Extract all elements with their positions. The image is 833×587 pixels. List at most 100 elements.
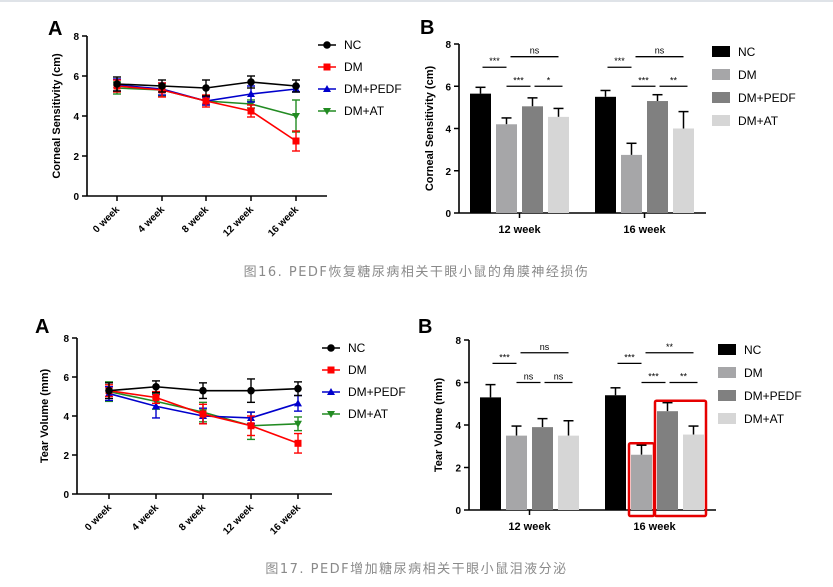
legend-label: DM+AT [738, 114, 779, 128]
legend-item: DM [322, 363, 367, 377]
triangle-down-marker [294, 420, 302, 428]
series-nc [105, 378, 302, 404]
bar-dm-pedf [522, 106, 543, 213]
bar-dm-pedf [647, 101, 668, 213]
legend-item: NC [718, 343, 762, 357]
y-tick-label: 6 [63, 373, 69, 384]
square-marker [247, 107, 255, 115]
bar-dm-at [558, 435, 579, 510]
legend-swatch [712, 69, 730, 80]
circle-marker [323, 41, 331, 49]
circle-marker [202, 84, 210, 92]
y-tick-label: 4 [63, 412, 69, 423]
line-chart-fig17A: 0 2 4 6 8 A Tear Volume (mm) 0 week 4 week 8 week… [35, 316, 406, 537]
square-marker [294, 439, 302, 447]
bar-dm-pedf [657, 411, 678, 510]
y-tick-label: 2 [63, 451, 69, 462]
x-tick-label: 0 week [91, 204, 122, 235]
legend-item: NC [322, 341, 366, 355]
panel-label: B [418, 316, 432, 338]
significance-label: * [547, 75, 551, 85]
x-tick-label: 12 week [221, 204, 256, 239]
significance-label: *** [489, 56, 500, 66]
legend-swatch [718, 367, 736, 378]
series-nc [113, 75, 300, 97]
legend-label: DM+PEDF [344, 82, 402, 96]
circle-marker [158, 82, 166, 90]
triangle-up-marker [323, 85, 331, 92]
bar-nc [470, 93, 491, 213]
significance-label: ** [680, 372, 688, 382]
significance-label: *** [499, 352, 510, 362]
circle-marker [152, 382, 160, 391]
x-tick-label: 0 week [83, 502, 114, 533]
legend-label: DM [738, 68, 757, 82]
y-axis-label: Corneal Sensitivity (cm) [424, 66, 436, 192]
legend-item: DM [318, 60, 363, 74]
y-tick-label: 4 [445, 125, 451, 136]
circle-marker [294, 384, 302, 393]
legend-item: DM+AT [318, 104, 385, 118]
significance-label: ns [554, 372, 564, 382]
significance-label: ns [540, 342, 550, 352]
square-marker [247, 422, 255, 430]
line-chart-fig16A: 0 2 4 6 8A Corneal Sensitivity (cm) 0 week 4 we… [48, 18, 402, 239]
legend-label: DM [744, 366, 763, 380]
bar-dm [496, 124, 517, 213]
triangle-down-marker [327, 411, 335, 418]
y-tick-label: 6 [73, 72, 79, 83]
y-tick-label: 8 [73, 32, 79, 43]
bar-dm-pedf [532, 427, 553, 510]
y-tick-label: 6 [445, 82, 451, 93]
legend-item: DM+PEDF [712, 91, 796, 105]
top-border [0, 0, 833, 2]
significance-label: *** [624, 352, 635, 362]
y-tick-label: 6 [455, 379, 461, 390]
x-tick-label: 16 week [623, 224, 666, 236]
bar-dm-at [673, 128, 694, 213]
y-tick-label: 0 [455, 506, 461, 517]
bar-nc [605, 395, 626, 510]
y-tick-label: 2 [455, 464, 461, 475]
triangle-down-marker [292, 113, 300, 120]
significance-label: ns [524, 372, 534, 382]
legend-label: NC [738, 45, 756, 59]
y-tick-label: 0 [445, 209, 451, 220]
x-tick-label: 8 week [180, 204, 211, 235]
circle-marker [327, 344, 335, 352]
square-marker [202, 97, 210, 105]
bar-dm [621, 154, 642, 213]
bar-chart-fig16B: 0 2 4 6 8B Corneal Sensitivity (cm) 12 week 16 … [420, 17, 796, 236]
legend-label: NC [348, 341, 366, 355]
panel-label: A [48, 18, 62, 40]
x-tick-label: 12 week [508, 521, 551, 533]
legend-label: DM+PEDF [348, 385, 406, 399]
legend-item: DM [712, 68, 757, 82]
significance-label: *** [513, 75, 524, 85]
panel-label: A [35, 316, 49, 338]
significance-label: *** [648, 372, 659, 382]
circle-marker [247, 386, 255, 395]
significance-label: *** [638, 75, 649, 85]
bar-nc [595, 96, 616, 213]
square-marker [292, 137, 300, 145]
bar-nc [480, 397, 501, 510]
y-tick-label: 8 [455, 336, 461, 347]
legend-label: DM+PEDF [738, 91, 796, 105]
y-tick-label: 0 [63, 490, 69, 501]
triangle-up-marker [152, 402, 160, 410]
significance-label: ** [666, 342, 674, 352]
legend-label: DM+AT [348, 407, 389, 421]
y-tick-label: 2 [445, 167, 451, 178]
legend-label: DM+AT [744, 412, 785, 426]
legend-label: DM+AT [344, 104, 385, 118]
significance-label: ** [670, 75, 678, 85]
y-tick-label: 2 [73, 152, 79, 163]
square-marker [152, 393, 160, 401]
circle-marker [113, 80, 121, 88]
significance-label: ns [530, 46, 540, 56]
legend-swatch [718, 390, 736, 401]
legend-swatch [712, 92, 730, 103]
triangle-down-marker [323, 108, 331, 115]
legend-label: DM+PEDF [744, 389, 802, 403]
